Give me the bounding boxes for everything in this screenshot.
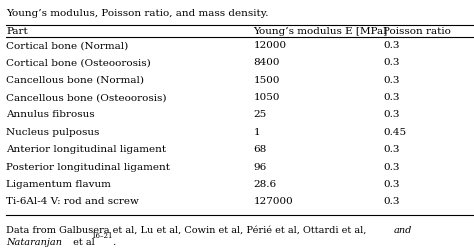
Text: Ligamentum flavum: Ligamentum flavum — [6, 180, 111, 189]
Text: Nataranjan: Nataranjan — [6, 239, 62, 248]
Text: 0.3: 0.3 — [383, 41, 400, 50]
Text: 0.3: 0.3 — [383, 197, 400, 206]
Text: 127000: 127000 — [254, 197, 293, 206]
Text: Ti-6Al-4 V: rod and screw: Ti-6Al-4 V: rod and screw — [6, 197, 139, 206]
Text: 1: 1 — [254, 128, 260, 137]
Text: 0.3: 0.3 — [383, 145, 400, 154]
Text: Part: Part — [6, 27, 28, 36]
Text: Cancellous bone (Normal): Cancellous bone (Normal) — [6, 76, 144, 85]
Text: 68: 68 — [254, 145, 267, 154]
Text: 0.3: 0.3 — [383, 93, 400, 102]
Text: Young’s modulus E [MPa]: Young’s modulus E [MPa] — [254, 27, 388, 36]
Text: 0.3: 0.3 — [383, 76, 400, 85]
Text: Data from Galbusera et al, Lu et al, Cowin et al, Périé et al, Ottardi et al,: Data from Galbusera et al, Lu et al, Cow… — [6, 226, 370, 235]
Text: .: . — [110, 239, 117, 248]
Text: 25: 25 — [254, 111, 267, 120]
Text: 0.3: 0.3 — [383, 59, 400, 67]
Text: Annulus fibrosus: Annulus fibrosus — [6, 111, 95, 120]
Text: Posterior longitudinal ligament: Posterior longitudinal ligament — [6, 163, 170, 172]
Text: 28.6: 28.6 — [254, 180, 277, 189]
Text: 8400: 8400 — [254, 59, 280, 67]
Text: 96: 96 — [254, 163, 267, 172]
Text: 12000: 12000 — [254, 41, 287, 50]
Text: Poisson ratio: Poisson ratio — [383, 27, 451, 36]
Text: 0.45: 0.45 — [383, 128, 406, 137]
Text: 16–21: 16–21 — [91, 232, 113, 240]
Text: Cortical bone (Osteoorosis): Cortical bone (Osteoorosis) — [6, 59, 151, 67]
Text: Anterior longitudinal ligament: Anterior longitudinal ligament — [6, 145, 166, 154]
Text: et al: et al — [70, 239, 94, 248]
Text: Nucleus pulposus: Nucleus pulposus — [6, 128, 100, 137]
Text: Cancellous bone (Osteoorosis): Cancellous bone (Osteoorosis) — [6, 93, 166, 102]
Text: Cortical bone (Normal): Cortical bone (Normal) — [6, 41, 128, 50]
Text: 0.3: 0.3 — [383, 163, 400, 172]
Text: 1500: 1500 — [254, 76, 280, 85]
Text: and: and — [393, 226, 412, 235]
Text: Young’s modulus, Poisson ratio, and mass density.: Young’s modulus, Poisson ratio, and mass… — [6, 8, 269, 17]
Text: 1050: 1050 — [254, 93, 280, 102]
Text: 0.3: 0.3 — [383, 111, 400, 120]
Text: 0.3: 0.3 — [383, 180, 400, 189]
